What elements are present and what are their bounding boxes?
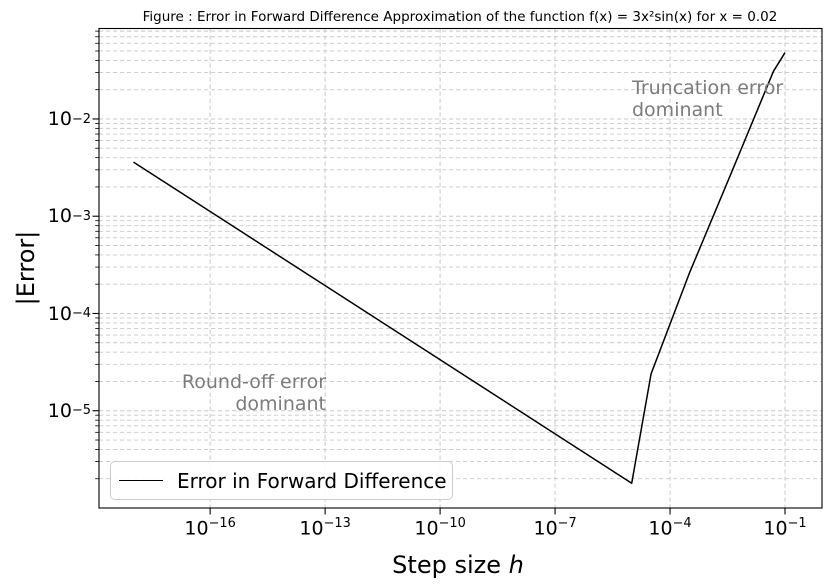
y-tick-label: 10 −3	[47, 205, 91, 228]
x-axis-label-variable: h	[508, 551, 524, 579]
axis-ticks	[92, 118, 786, 515]
legend: Error in Forward Difference	[110, 461, 453, 500]
y-tick-label: 10 −5	[47, 399, 91, 422]
y-tick-label: 10 −4	[47, 302, 91, 325]
y-tick-label: 10 −2	[47, 108, 91, 130]
axis-minor-ticks	[95, 30, 99, 480]
x-tick-label: 10−13	[299, 516, 351, 540]
error-curve	[133, 52, 786, 484]
x-tick-label: 10−16	[184, 516, 236, 540]
legend-label: Error in Forward Difference	[177, 468, 447, 493]
x-tick-label: 10−4	[648, 516, 692, 540]
x-tick-label: 10−7	[533, 516, 577, 540]
y-axis-label: |Error|	[12, 230, 40, 306]
legend-line-sample	[119, 480, 163, 481]
grid-major	[99, 28, 822, 508]
axes-frame	[98, 27, 823, 509]
annotation-roundoff-error: Round-off error dominant	[181, 371, 326, 415]
x-tick-label: 10−1	[763, 516, 807, 540]
chart-title: Figure : Error in Forward Difference App…	[142, 9, 778, 25]
x-tick-label: 10−10	[414, 516, 466, 540]
x-axis-label-text: Step size	[392, 551, 509, 579]
annotation-truncation-error: Truncation error dominant	[632, 77, 784, 121]
grid-minor-horizontal	[99, 30, 822, 480]
x-axis-label: Step size h	[392, 551, 524, 579]
